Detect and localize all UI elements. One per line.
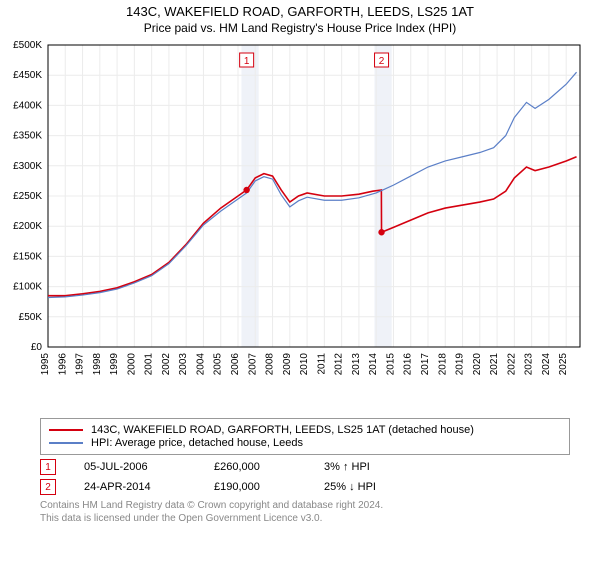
x-tick-label: 2008 [265,353,276,376]
x-tick-label: 1995 [40,353,51,376]
x-tick-label: 2014 [368,353,379,376]
legend-label: HPI: Average price, detached house, Leed… [91,437,303,449]
x-tick-label: 1997 [75,353,86,376]
footer-line: This data is licensed under the Open Gov… [40,512,570,525]
title-block: 143C, WAKEFIELD ROAD, GARFORTH, LEEDS, L… [0,4,600,35]
legend-item: HPI: Average price, detached house, Leed… [49,437,561,449]
x-tick-label: 2019 [455,353,466,376]
sale-row: 2 24-APR-2014£190,00025% ↓ HPI [40,479,570,495]
x-tick-label: 2023 [524,353,535,376]
x-tick-label: 2013 [351,353,362,376]
sale-price: £190,000 [214,481,324,493]
y-tick-label: £450K [13,70,42,81]
x-tick-label: 2018 [437,353,448,376]
y-tick-label: £250K [13,191,42,202]
y-tick-label: £100K [13,282,42,293]
sale-point [378,229,384,235]
sale-row: 1 05-JUL-2006£260,0003% ↑ HPI [40,459,570,475]
y-tick-label: £50K [19,312,43,323]
sale-point [243,187,249,193]
sale-marker-icon: 2 [40,479,56,495]
y-tick-label: £400K [13,100,42,111]
x-tick-label: 1999 [109,353,120,376]
sales-table: 1 05-JUL-2006£260,0003% ↑ HPI 2 24-APR-2014… [40,459,570,495]
sale-delta: 25% ↓ HPI [324,481,464,493]
x-tick-label: 2017 [420,353,431,376]
x-tick-label: 2009 [282,353,293,376]
sale-date: 24-APR-2014 [84,481,214,493]
x-tick-label: 2020 [472,353,483,376]
x-tick-label: 2002 [161,353,172,376]
x-tick-label: 2001 [144,353,155,376]
sale-delta: 3% ↑ HPI [324,461,464,473]
x-tick-label: 2025 [558,353,569,376]
legend-item: 143C, WAKEFIELD ROAD, GARFORTH, LEEDS, L… [49,424,561,436]
x-tick-label: 2007 [247,353,258,376]
y-tick-label: £300K [13,161,42,172]
x-tick-label: 2021 [489,353,500,376]
line-chart: £0 £50K £100K £150K £200K £250K £300K £350K £400… [0,37,600,407]
legend-swatch [49,442,83,444]
y-tick-label: £500K [13,40,42,51]
x-tick-label: 2016 [403,353,414,376]
sale-price: £260,000 [214,461,324,473]
sale-marker-number: 2 [379,56,385,67]
x-tick-label: 2015 [385,353,396,376]
legend-swatch [49,429,83,431]
y-tick-label: £0 [31,342,43,353]
x-tick-label: 2024 [541,353,552,376]
legend: 143C, WAKEFIELD ROAD, GARFORTH, LEEDS, L… [40,418,570,455]
chart-area: £0 £50K £100K £150K £200K £250K £300K £350K £400… [0,37,600,412]
footer-line: Contains HM Land Registry data © Crown c… [40,499,570,512]
x-tick-label: 2003 [178,353,189,376]
legend-label: 143C, WAKEFIELD ROAD, GARFORTH, LEEDS, L… [91,424,474,436]
chart-title: 143C, WAKEFIELD ROAD, GARFORTH, LEEDS, L… [0,4,600,19]
sale-marker-icon: 1 [40,459,56,475]
x-tick-label: 2000 [126,353,137,376]
sale-marker-number: 1 [244,56,250,67]
x-tick-label: 2010 [299,353,310,376]
x-tick-label: 2022 [506,353,517,376]
x-tick-label: 2011 [316,353,327,375]
y-tick-label: £150K [13,251,42,262]
x-tick-label: 2012 [334,353,345,376]
x-tick-label: 1998 [92,353,103,376]
chart-subtitle: Price paid vs. HM Land Registry's House … [0,21,600,35]
y-tick-label: £200K [13,221,42,232]
y-tick-label: £350K [13,131,42,142]
x-tick-label: 2005 [213,353,224,376]
x-tick-label: 2006 [230,353,241,376]
x-tick-label: 2004 [195,353,206,376]
x-tick-label: 1996 [57,353,68,376]
attribution-footer: Contains HM Land Registry data © Crown c… [40,499,570,525]
sale-date: 05-JUL-2006 [84,461,214,473]
